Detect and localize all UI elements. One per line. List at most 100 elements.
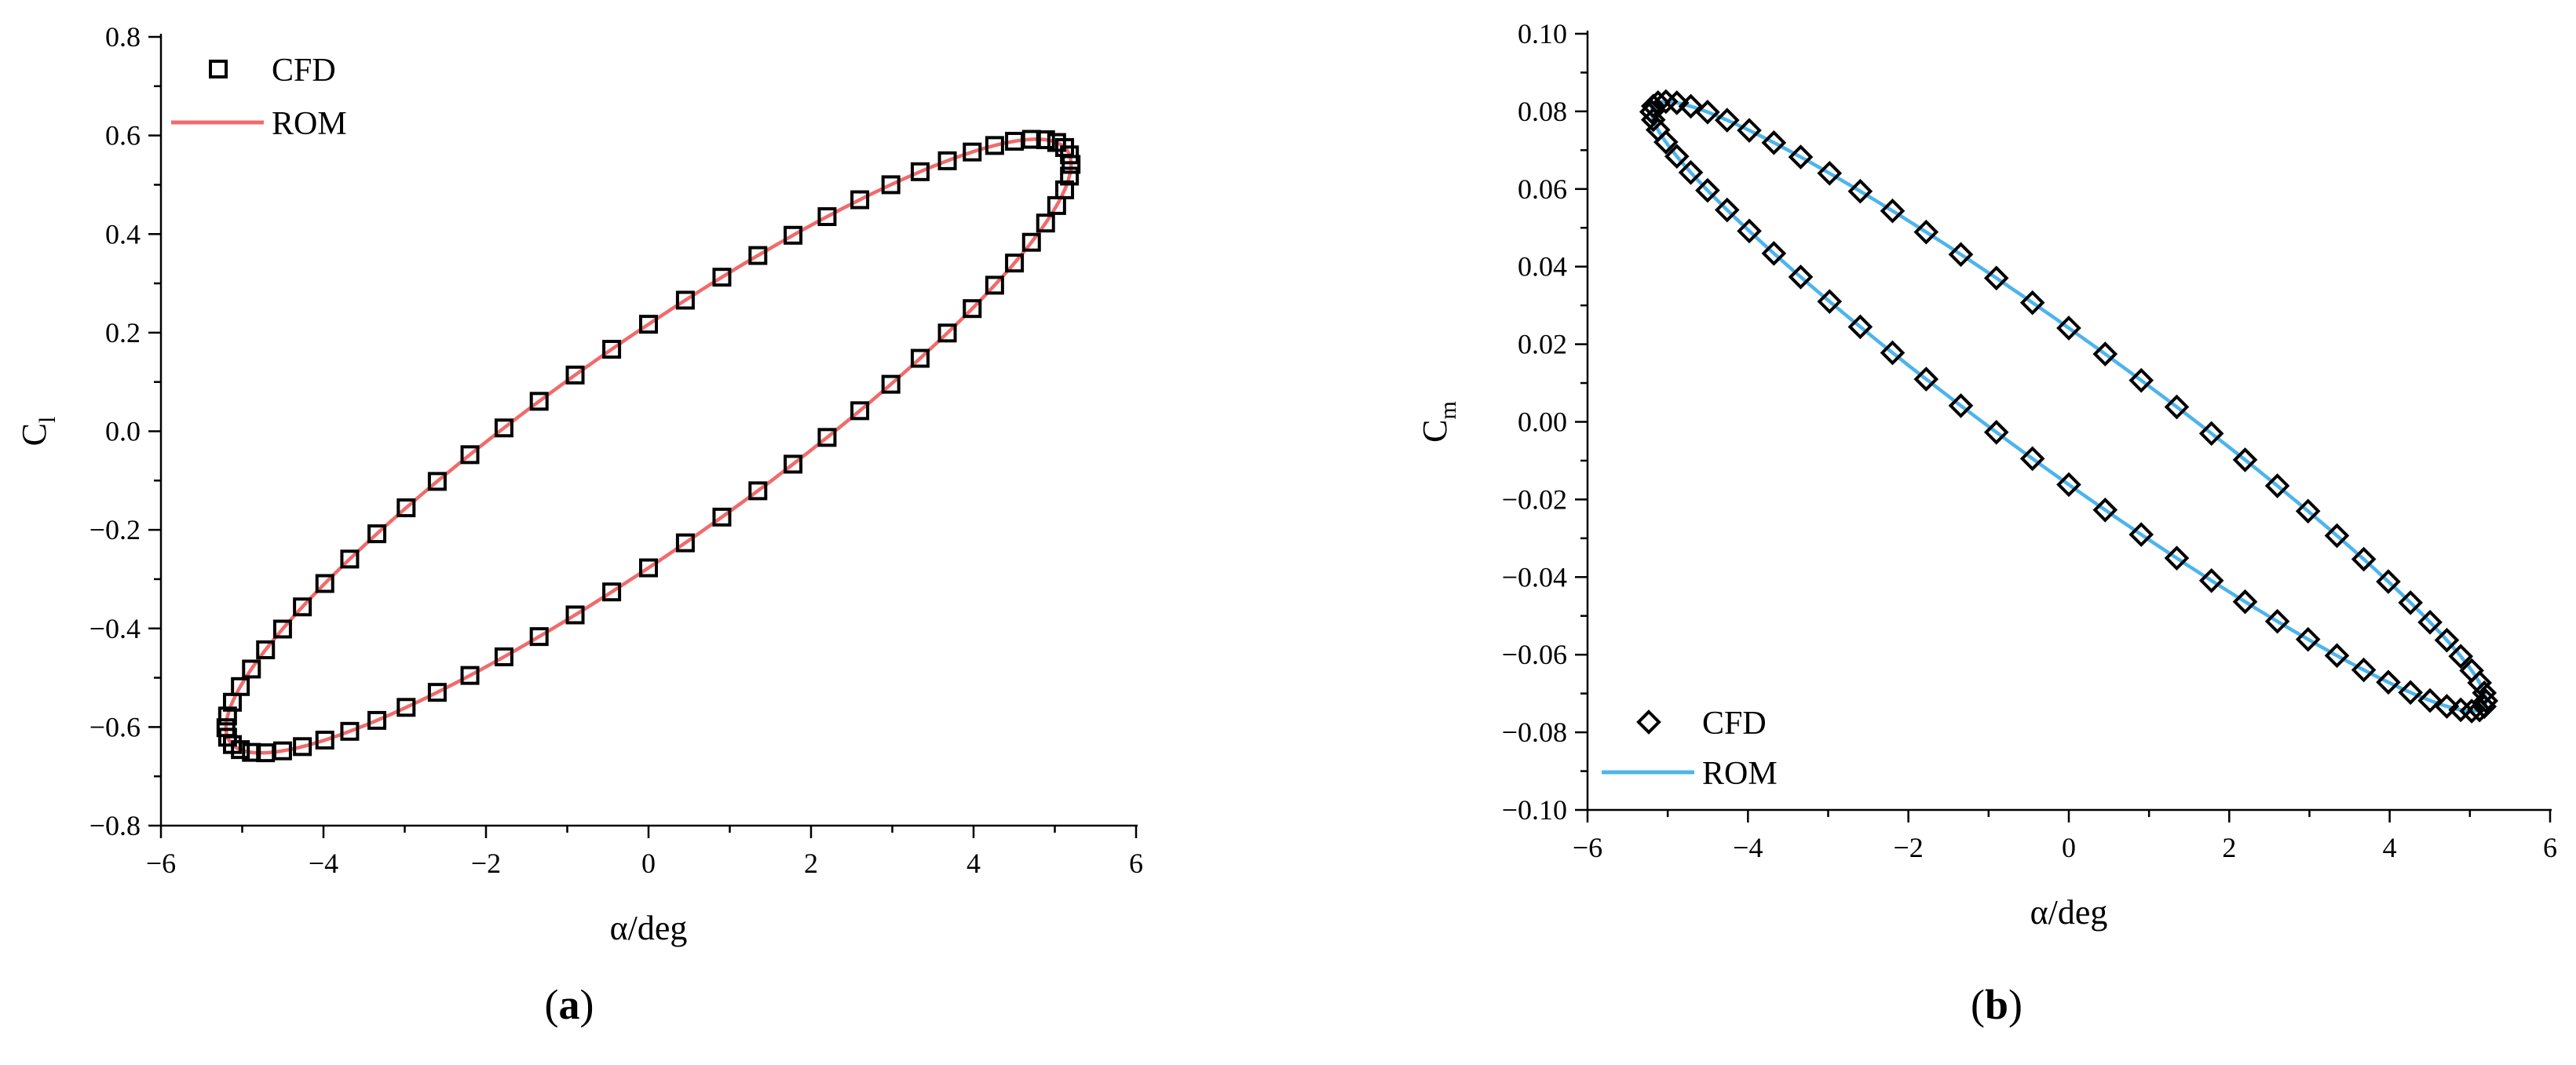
cfd-marker [1695, 100, 1720, 125]
cfd-marker [817, 207, 837, 227]
cfd-marker [1678, 93, 1704, 119]
cfd-marker [1847, 314, 1873, 340]
cfd-marker [2019, 290, 2045, 315]
cfd-marker [1047, 195, 1066, 215]
y-axis-title-subscript: m [1435, 401, 1461, 419]
x-tick-label: 6 [1129, 848, 1143, 879]
cfd-marker [748, 246, 768, 265]
cfd-marker [1021, 129, 1041, 149]
panel-label-letter: a [559, 981, 580, 1028]
cfd-marker [639, 315, 658, 334]
cfd-marker [256, 743, 276, 763]
cfd-marker [2128, 522, 2154, 547]
x-tick-label: 6 [2543, 832, 2557, 863]
cfd-marker [1021, 232, 1041, 252]
y-axis-title-subscript: l [35, 417, 60, 423]
x-tick-label: −4 [1733, 832, 1763, 863]
cfd-marker [784, 454, 803, 474]
cfd-marker [340, 721, 360, 741]
cfd-marker [675, 533, 695, 553]
cfd-marker [529, 627, 549, 647]
cfd-marker [396, 698, 416, 717]
cfd-marker [850, 401, 870, 421]
cfd-marker [494, 647, 513, 666]
cfd-marker [1664, 90, 1690, 115]
cfd-marker [2417, 610, 2443, 635]
cfd-marker [2376, 569, 2401, 594]
y-tick-label: −0.6 [90, 711, 141, 742]
cfd-marker [712, 268, 732, 287]
y-tick-label: 0.08 [1518, 96, 1567, 127]
cfd-marker [460, 445, 480, 465]
cfd-marker [2164, 545, 2190, 571]
y-tick-label: −0.10 [1502, 794, 1567, 826]
cfd-marker [1913, 219, 1939, 245]
cfd-marker [427, 472, 447, 491]
cfd-marker [1880, 198, 1906, 224]
cfd-marker [2473, 688, 2499, 713]
cfd-marker [2264, 608, 2290, 634]
x-tick-label: −6 [1573, 832, 1602, 863]
rom-series-line [224, 137, 1073, 755]
cfd-marker [2467, 697, 2493, 723]
cfd-marker [231, 677, 250, 696]
cfd-marker [712, 507, 732, 527]
cfd-marker [602, 340, 622, 359]
cfd-marker [2324, 643, 2350, 669]
cfd-marker [1761, 241, 1787, 266]
cfd-marker [1060, 145, 1080, 165]
cfd-marker [850, 190, 870, 210]
legend-cfd-label: CFD [272, 53, 336, 89]
y-axis-title: Cm [1416, 401, 1461, 443]
cfd-marker [2056, 472, 2081, 498]
cfd-marker [1788, 144, 1814, 170]
cfd-marker [2232, 589, 2258, 615]
rom-series-line [1650, 100, 2488, 713]
cfd-marker [2448, 697, 2474, 723]
cfd-marker [242, 742, 261, 762]
y-tick-label: 0.6 [105, 120, 141, 151]
y-axis-title-main: C [1416, 419, 1454, 442]
x-tick-label: −6 [146, 848, 176, 879]
cfd-marker [963, 142, 982, 162]
y-tick-label: −0.06 [1502, 639, 1567, 670]
cfd-marker [881, 175, 901, 195]
cfd-marker [2232, 447, 2258, 472]
y-tick-label: 0.8 [105, 21, 141, 53]
cfd-marker [2019, 446, 2045, 472]
cfd-marker [1817, 289, 1843, 314]
cfd-marker [1714, 108, 1740, 133]
y-tick-label: −0.2 [90, 514, 141, 545]
y-tick-label: −0.08 [1502, 717, 1567, 748]
panel-label: (b) [1971, 981, 2022, 1028]
cfd-marker [494, 418, 513, 438]
cfd-marker [748, 481, 768, 501]
cfd-marker [1005, 253, 1025, 273]
cfd-marker [529, 392, 549, 411]
cfd-marker [2198, 421, 2224, 447]
cfd-marker [1983, 419, 2009, 445]
cfd-marker [1061, 155, 1081, 174]
x-axis-title: α/deg [610, 909, 688, 947]
x-tick-label: 2 [804, 848, 818, 879]
legend-cfd-marker [209, 60, 228, 78]
y-tick-label: 0.2 [105, 317, 141, 348]
cfd-marker [2448, 644, 2474, 669]
x-tick-label: −2 [1894, 832, 1924, 863]
cfd-marker [217, 728, 237, 747]
cfd-marker [2295, 626, 2321, 652]
y-tick-label: 0.10 [1518, 18, 1567, 49]
cfd-marker [2128, 367, 2154, 393]
cfd-marker [367, 524, 387, 544]
y-tick-label: 0.02 [1518, 329, 1567, 360]
x-axis-title: α/deg [2030, 893, 2108, 932]
cfd-marker [963, 299, 982, 319]
y-tick-label: −0.04 [1502, 561, 1567, 593]
cfd-marker [1788, 264, 1814, 290]
cfd-marker [460, 666, 480, 685]
cfd-marker [1761, 130, 1787, 155]
cfd-marker [1948, 393, 1974, 418]
cfd-marker [2092, 341, 2118, 367]
